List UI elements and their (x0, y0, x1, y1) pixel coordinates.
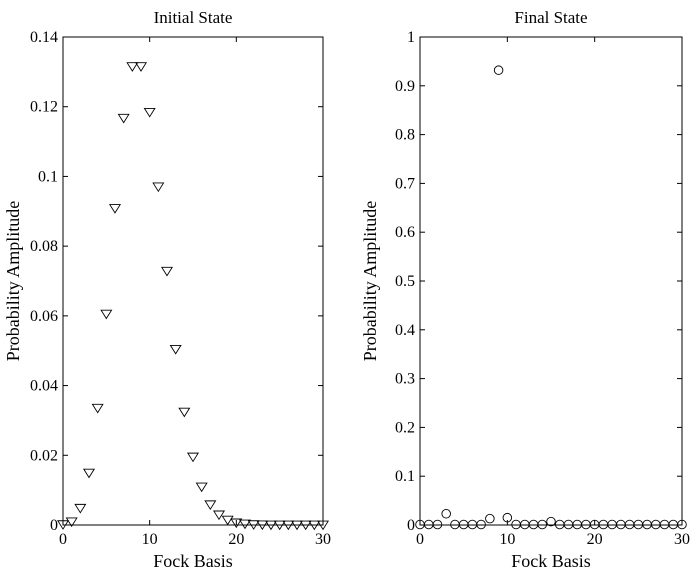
final-state-chart: 00.10.20.30.40.50.60.70.80.910 10 20 30Fina… (360, 8, 690, 571)
final-data-point (502, 512, 513, 523)
final-y-tick-label: 0.7 (395, 175, 415, 192)
initial-data-point (221, 515, 234, 526)
initial-y-tick-label: 0.1 (38, 168, 58, 185)
initial-data-point (212, 510, 226, 521)
initial-data-point (134, 62, 148, 72)
initial-data-point (91, 403, 104, 414)
initial-data-point (117, 113, 130, 124)
initial-x-tick-label: 30 (315, 531, 331, 548)
initial-data-point (230, 518, 243, 529)
initial-y-axis-label: Probability Amplitude (3, 201, 23, 362)
final-y-tick-label: 0.8 (395, 127, 415, 144)
final-x-tick-label: 0 (416, 531, 424, 548)
initial-data-point (100, 309, 113, 320)
initial-data-point (178, 407, 191, 418)
final-data-point (677, 519, 687, 530)
final-data-point (537, 519, 548, 530)
initial-data-point (247, 520, 260, 530)
final-y-tick-label: 1 (407, 29, 415, 46)
initial-data-point (204, 500, 217, 511)
initial-plot-frame (62, 36, 324, 526)
final-data-point (432, 519, 443, 530)
final-chart-title: Final State (514, 8, 587, 27)
final-x-tick-label: 20 (587, 531, 603, 548)
initial-y-tick-label: 0.14 (30, 29, 58, 46)
initial-x-tick-label: 20 (228, 531, 244, 548)
final-x-axis-label: Fock Basis (511, 551, 591, 571)
initial-data-point (316, 520, 330, 531)
final-y-tick-label: 0.3 (395, 371, 415, 388)
initial-data-point (264, 520, 278, 531)
initial-data-point (82, 468, 96, 479)
initial-data-point (169, 344, 182, 355)
initial-data-point (282, 520, 295, 531)
initial-state-chart: 0 0.02 0.04 0.06 0.08 0.1 0.12 0.14 0 10 20 30 Initi… (3, 8, 331, 571)
final-y-tick-label: 0.1 (395, 468, 415, 485)
final-y-tick-label: 0.2 (395, 419, 415, 436)
initial-data-point (56, 520, 70, 530)
initial-data-point (74, 503, 87, 514)
initial-data-point (195, 482, 208, 493)
initial-data-point (256, 520, 269, 531)
final-data-point (546, 516, 556, 527)
initial-y-tick-label: 0.06 (30, 308, 58, 325)
initial-y-tick-label: 0 (50, 517, 58, 534)
initial-data-point (126, 62, 139, 72)
final-y-tick-label: 0.5 (395, 273, 415, 290)
initial-data-point (273, 520, 286, 531)
initial-y-tick-label: 0.08 (30, 238, 58, 255)
initial-x-axis-label: Fock Basis (153, 551, 233, 571)
final-data-point (493, 65, 504, 75)
initial-x-tick-label: 0 (59, 531, 67, 548)
final-data-point (485, 513, 495, 524)
initial-data-point (308, 520, 321, 531)
final-y-tick-label: 0.4 (395, 322, 415, 339)
initial-data-point (152, 182, 165, 193)
final-y-tick-label: 0 (407, 517, 415, 534)
final-y-tick-label: 0.9 (395, 78, 415, 95)
final-y-axis-label: Probability Amplitude (360, 201, 380, 362)
initial-y-tick-label: 0.02 (30, 447, 58, 464)
initial-x-tick-label: 10 (142, 531, 158, 548)
initial-data-point (108, 204, 122, 214)
final-x-tick-label: 30 (674, 531, 690, 548)
initial-data-point (65, 517, 78, 528)
final-y-tick-label: 0.6 (395, 224, 415, 241)
final-data-point (441, 509, 451, 519)
final-data-point (476, 519, 486, 530)
initial-data-point (143, 107, 156, 118)
initial-data-point (160, 266, 174, 277)
initial-y-tick-label: 0.04 (30, 378, 58, 395)
initial-chart-title: Initial State (154, 8, 233, 27)
initial-data-point (238, 519, 252, 530)
final-x-tick-label: 10 (499, 531, 515, 548)
initial-data-point (186, 452, 200, 463)
initial-data-point (290, 520, 304, 531)
initial-y-tick-label: 0.12 (30, 99, 58, 116)
initial-data-point (299, 520, 312, 531)
